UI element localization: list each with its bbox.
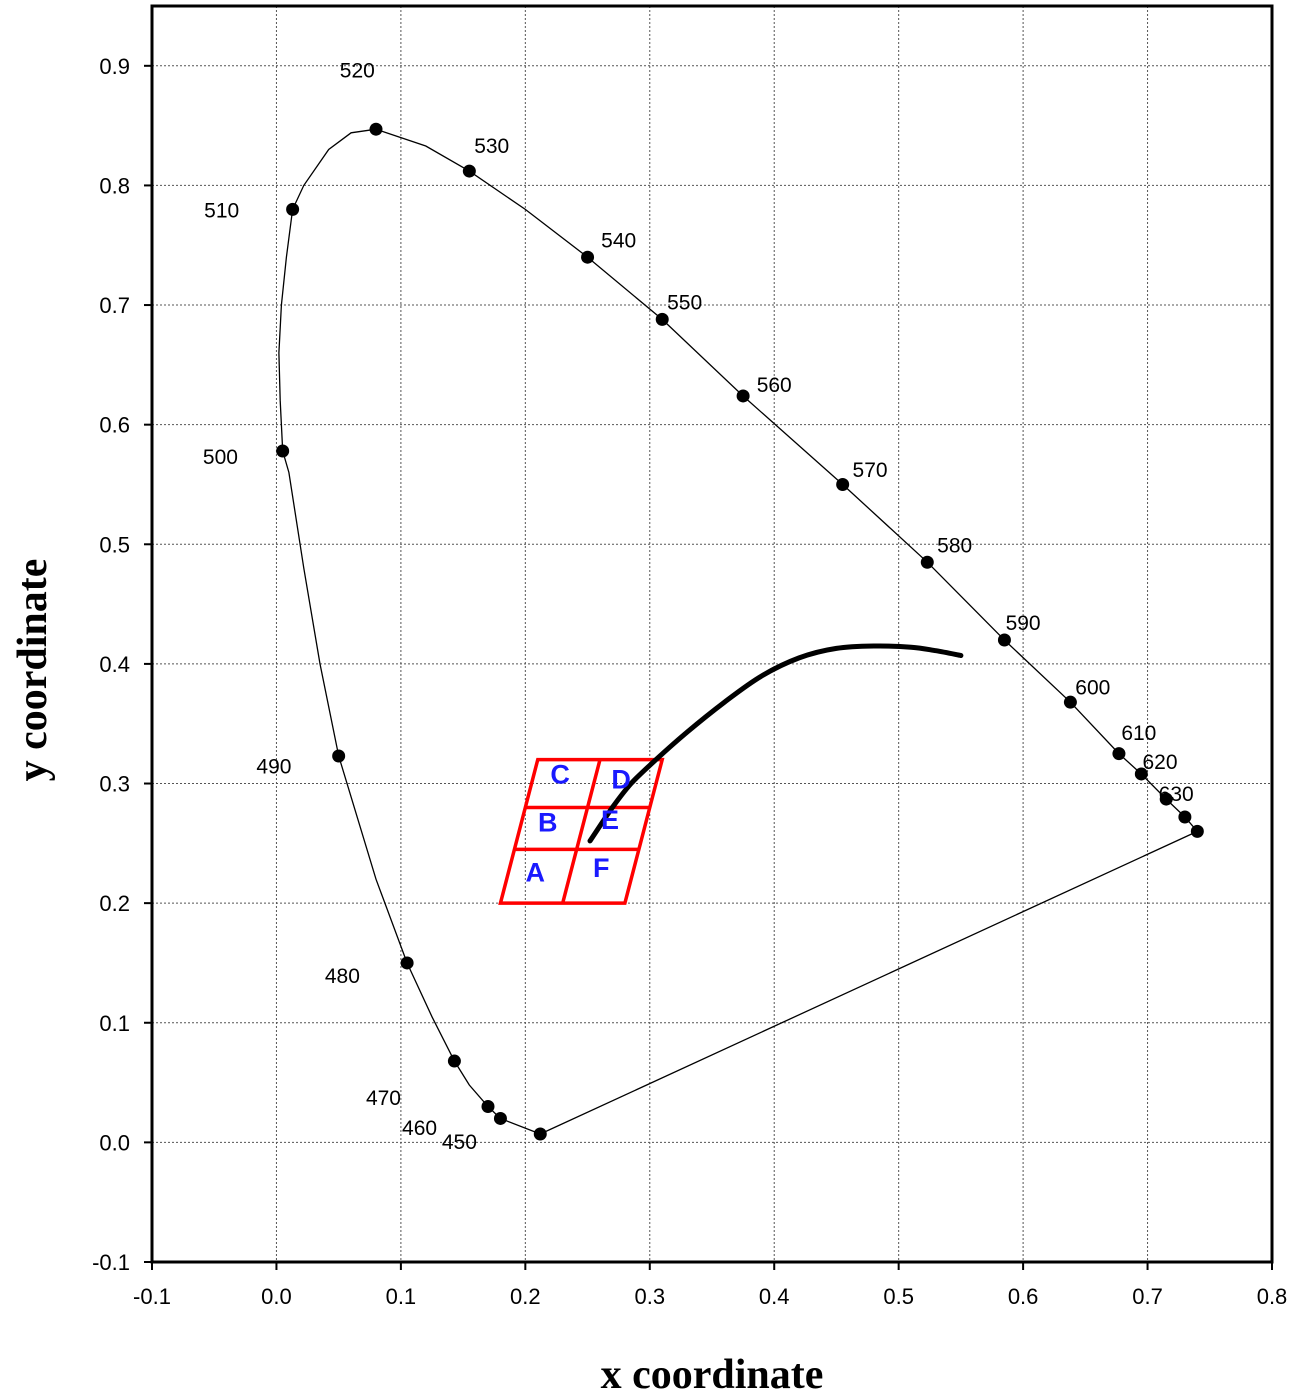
wavelength-marker	[533, 1127, 547, 1141]
region-label-d: D	[611, 764, 631, 794]
x-tick-label: 0.7	[1132, 1284, 1163, 1309]
region-label-f: F	[593, 853, 610, 883]
wavelength-label-550: 550	[667, 291, 702, 314]
wavelength-label-480: 480	[325, 965, 360, 988]
wavelength-marker	[997, 633, 1011, 647]
y-tick-label: 0.5	[99, 532, 130, 557]
wavelength-marker	[655, 312, 669, 326]
y-tick-label: 0.1	[99, 1011, 130, 1036]
x-axis-title: x coordinate	[601, 1352, 824, 1395]
wavelength-marker	[1063, 695, 1077, 709]
axes: -0.1 0.0 0.1 0.2 0.3 0.4 0.5 0.6 0.7 0.8 -0.1 0.0 0.…	[92, 4, 1288, 1309]
x-tick-label: 0.3	[634, 1284, 665, 1309]
grid-lines	[151, 6, 1273, 1263]
x-tick-label: 0.8	[1257, 1284, 1288, 1309]
x-tick-label: 0.4	[759, 1284, 790, 1309]
wavelength-marker	[286, 202, 300, 216]
wavelength-label-570: 570	[853, 459, 888, 482]
curves	[278, 128, 1198, 1135]
plot-frame	[150, 4, 1274, 1264]
y-tick-label: 0.8	[99, 173, 130, 198]
wavelength-marker	[276, 444, 290, 458]
wavelength-label-510: 510	[204, 199, 239, 222]
wavelength-marker	[493, 1111, 507, 1125]
wavelength-marker	[1190, 824, 1204, 838]
wavelength-marker	[400, 956, 414, 970]
planckian-locus-line	[587, 643, 964, 844]
x-tick-label: -0.1	[133, 1284, 171, 1309]
region-label-e: E	[601, 805, 619, 835]
wavelength-label-610: 610	[1121, 722, 1156, 745]
purple-line	[539, 830, 1198, 1135]
wavelength-label-460: 460	[402, 1117, 437, 1140]
x-tick-label: 0.6	[1008, 1284, 1039, 1309]
y-tick-label: 0.6	[99, 413, 130, 438]
region-label-a: A	[526, 858, 546, 888]
wavelength-label-500: 500	[203, 446, 238, 469]
wavelength-label-490: 490	[256, 756, 291, 779]
y-tick-label: 0.2	[99, 891, 130, 916]
wavelength-marker	[836, 477, 850, 491]
wavelength-label-600: 600	[1075, 677, 1110, 700]
y-tick-label: 0.4	[99, 652, 130, 677]
wavelength-marker	[920, 555, 934, 569]
wavelength-label-590: 590	[1006, 612, 1041, 635]
wavelength-label-450: 450	[442, 1131, 477, 1154]
wavelength-label-620: 620	[1142, 751, 1177, 774]
wavelength-label-540: 540	[601, 229, 636, 252]
wavelength-marker	[736, 389, 750, 403]
wavelength-marker	[462, 164, 476, 178]
wavelength-label-470: 470	[366, 1087, 401, 1110]
x-tick-label: 0.5	[883, 1284, 914, 1309]
wavelength-marker	[447, 1054, 461, 1068]
wavelength-label-530: 530	[474, 135, 509, 158]
wavelength-marker	[369, 122, 383, 136]
region-grid: ABC DEF	[498, 643, 964, 905]
wavelength-label-630: 630	[1159, 783, 1194, 806]
x-tick-label: 0.1	[386, 1284, 417, 1309]
x-tick-label: 0.0	[261, 1284, 292, 1309]
wavelength-label-560: 560	[757, 374, 792, 397]
spectral-locus-line	[278, 128, 1198, 1135]
wavelength-marker	[1159, 792, 1173, 806]
wavelength-label-580: 580	[937, 534, 972, 557]
region-label-b: B	[538, 807, 558, 837]
wavelength-marker	[332, 749, 346, 763]
wavelength-label-520: 520	[340, 59, 375, 82]
y-tick-label: -0.1	[92, 1250, 130, 1275]
region-label-c: C	[550, 760, 570, 790]
y-tick-label: 0.0	[99, 1130, 130, 1155]
wavelength-marker	[481, 1099, 495, 1113]
wavelength-marker	[1178, 810, 1192, 824]
wavelength-marker	[581, 250, 595, 264]
y-tick-label: 0.7	[99, 293, 130, 318]
wavelength-marker	[1112, 747, 1126, 761]
y-axis-title: y coordinate	[10, 559, 56, 782]
region-grid-column-line	[560, 759, 602, 904]
x-tick-label: 0.2	[510, 1284, 541, 1309]
y-tick-label: 0.3	[99, 772, 130, 797]
y-tick-label: 0.9	[99, 54, 130, 79]
wavelength-marker	[1134, 767, 1148, 781]
